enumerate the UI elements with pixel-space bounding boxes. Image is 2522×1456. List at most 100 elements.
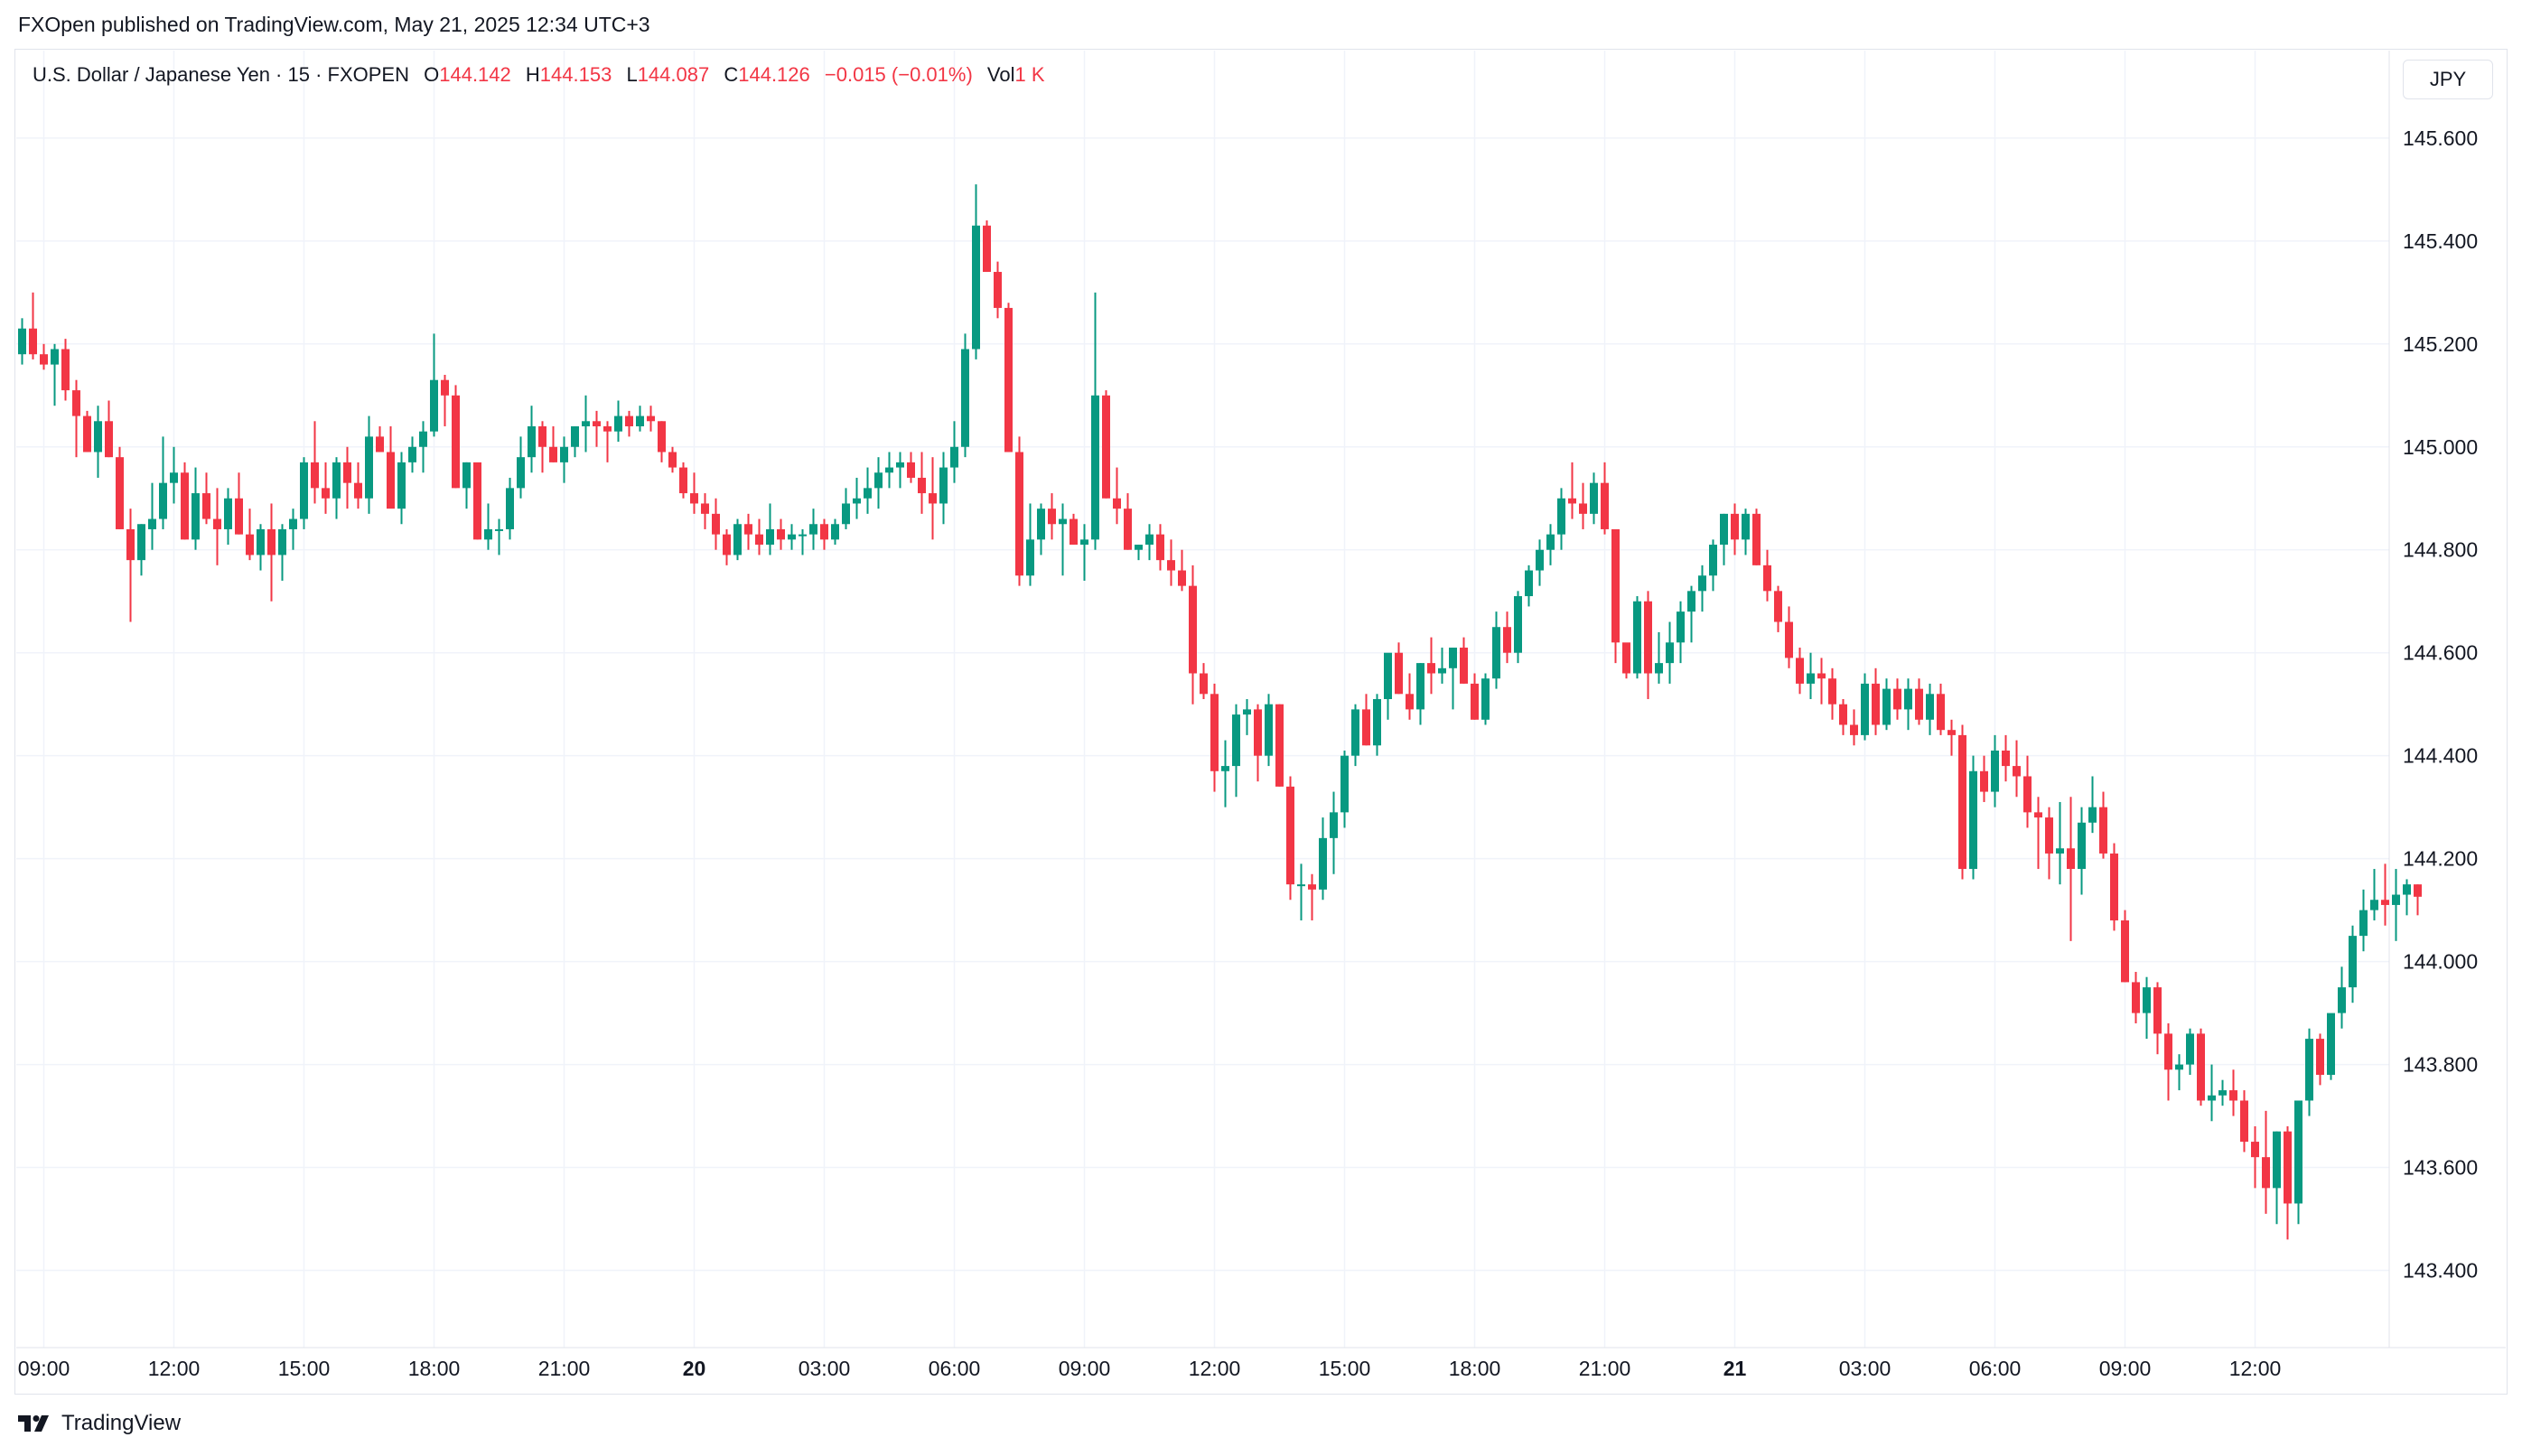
candle — [1611, 528, 1620, 664]
candle-body — [2218, 1090, 2227, 1096]
candle — [376, 425, 384, 453]
candle — [1807, 652, 1815, 699]
candle — [1178, 549, 1186, 592]
candle-body — [2153, 987, 2162, 1034]
candle — [1666, 621, 1674, 684]
candle — [1135, 545, 1143, 561]
candle-body — [1026, 539, 1034, 576]
candle-body — [1763, 565, 1771, 592]
candle — [51, 343, 59, 406]
candle-body — [723, 534, 731, 555]
candle-body — [603, 425, 612, 432]
tradingview-brand[interactable]: TradingView — [18, 1411, 181, 1436]
candle — [322, 462, 330, 514]
candle-body — [2023, 776, 2032, 813]
candle — [1492, 611, 1500, 689]
candle — [788, 524, 796, 550]
candle — [842, 488, 850, 529]
candle — [2381, 863, 2389, 926]
candle-body — [343, 462, 351, 483]
candle-body — [929, 493, 937, 504]
candle — [744, 513, 752, 550]
candle — [1861, 673, 1869, 741]
candle — [1590, 472, 1598, 525]
candle — [1839, 699, 1847, 735]
candle-body — [1221, 766, 1229, 771]
candle — [625, 410, 633, 437]
candle — [397, 452, 406, 525]
candle-body — [1243, 709, 1251, 715]
candle — [224, 488, 232, 546]
candle-body — [528, 425, 536, 458]
candle-body — [961, 349, 969, 447]
candle — [1438, 648, 1446, 684]
candle-body — [593, 421, 601, 426]
candle-body — [1785, 621, 1793, 658]
candle — [61, 339, 70, 401]
candle — [1080, 524, 1088, 581]
candle — [267, 503, 276, 602]
candle — [2327, 1013, 2335, 1080]
candle-body — [2002, 750, 2010, 767]
candle-body — [1546, 534, 1555, 550]
candle — [864, 467, 872, 514]
candle-body — [1579, 503, 1587, 514]
candle — [2143, 976, 2151, 1040]
candle-body — [2088, 807, 2097, 823]
candle — [2186, 1028, 2194, 1075]
candle-body — [1124, 509, 1132, 550]
candle-body — [1460, 648, 1468, 684]
candle-body — [1904, 688, 1912, 710]
candle — [289, 509, 297, 550]
candle — [116, 446, 124, 529]
candle — [278, 524, 286, 581]
candle-body — [1373, 699, 1381, 746]
candle — [929, 457, 937, 540]
candle — [2403, 879, 2411, 916]
candle-body — [983, 225, 991, 273]
candle — [159, 436, 167, 529]
legend-symbol[interactable]: U.S. Dollar / Japanese Yen · 15 · FXOPEN — [33, 63, 409, 86]
candle — [1785, 606, 1793, 668]
candle-body — [1481, 678, 1490, 720]
y-tick-label: 145.000 — [2403, 435, 2478, 459]
x-tick-label: 15:00 — [278, 1357, 331, 1380]
candle — [137, 524, 145, 576]
candle-body — [2208, 1095, 2216, 1101]
legend-open-label: O — [424, 63, 440, 86]
legend-low-label: L — [626, 63, 638, 86]
candle — [1893, 678, 1901, 720]
candle — [528, 406, 536, 473]
candle — [1633, 596, 1641, 679]
x-tick-label: 12:00 — [2229, 1357, 2282, 1380]
candle-body — [972, 225, 980, 350]
candle — [1124, 493, 1132, 550]
candle-body — [1015, 452, 1023, 576]
candle-body — [1655, 663, 1663, 674]
candle-body — [1590, 482, 1598, 514]
candle-body — [2284, 1131, 2292, 1204]
candle — [1904, 678, 1912, 731]
candle-body — [18, 328, 26, 355]
candle — [2208, 1064, 2216, 1122]
candle — [1926, 683, 1934, 735]
candle-body — [2186, 1033, 2194, 1065]
candle — [2392, 869, 2400, 941]
candle — [560, 436, 568, 483]
candle-body — [1687, 591, 1695, 612]
candle-body — [2403, 884, 2411, 895]
candle-body — [94, 421, 102, 453]
candle-body — [191, 493, 200, 540]
candle — [766, 503, 774, 555]
candle-body — [2240, 1100, 2248, 1143]
candle — [1004, 303, 1013, 453]
candle-body — [235, 498, 243, 535]
currency-button[interactable]: JPY — [2403, 60, 2493, 99]
candle-body — [61, 349, 70, 391]
candle — [202, 472, 210, 525]
candle — [647, 406, 655, 432]
candle-body — [387, 452, 395, 509]
candle-body — [2338, 987, 2346, 1013]
candle-body — [658, 421, 666, 453]
